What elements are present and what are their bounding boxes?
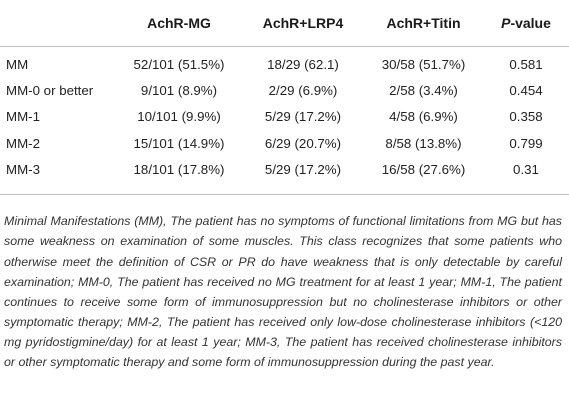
row-label: MM-0 or better [6, 83, 94, 99]
cell-p-value: 0.358 [509, 109, 543, 125]
table-header-row: AchR-MG AchR+LRP4 AchR+Titin P-value [0, 0, 569, 47]
cell-achr-titin: 8/58 (13.8%) [385, 135, 462, 151]
row-label: MM-1 [6, 109, 40, 125]
table-row: MM-3 18/101 (17.8%) 5/29 (17.2%) 16/58 (… [0, 157, 569, 185]
row-label: MM-2 [6, 135, 40, 151]
row-label: MM [6, 56, 29, 72]
table-row: MM-2 15/101 (14.9%) 6/29 (20.7%) 8/58 (1… [0, 130, 569, 156]
cell-achr-titin: 2/58 (3.4%) [389, 83, 458, 99]
header-p-value: P-value [483, 0, 569, 47]
cell-achr-lrp4: 5/29 (17.2%) [264, 162, 342, 178]
row-label: MM-3 [6, 162, 40, 178]
header-achr-mg: AchR-MG [147, 15, 211, 31]
cell-achr-lrp4: 6/29 (20.7%) [264, 135, 342, 151]
cell-achr-mg: 10/101 (9.9%) [137, 109, 221, 125]
cell-achr-lrp4: 5/29 (17.2%) [264, 109, 342, 125]
cell-achr-mg: 15/101 (14.9%) [133, 135, 225, 151]
table-row: MM 52/101 (51.5%) 18/29 (62.1) 30/58 (51… [0, 47, 569, 78]
cell-achr-mg: 52/101 (51.5%) [133, 56, 225, 72]
header-p-value-rest: -value [510, 15, 551, 31]
cell-achr-lrp4: 2/29 (6.9%) [268, 83, 338, 99]
header-empty [0, 0, 116, 47]
table-footnote: Minimal Manifestations (MM), The patient… [4, 214, 562, 370]
results-table: AchR-MG AchR+LRP4 AchR+Titin P-value MM … [0, 0, 569, 185]
cell-achr-titin: 4/58 (6.9%) [389, 109, 458, 125]
cell-p-value: 0.799 [509, 135, 543, 151]
cell-achr-mg: 9/101 (8.9%) [140, 83, 218, 99]
cell-achr-titin: 30/58 (51.7%) [381, 56, 466, 72]
cell-achr-mg: 18/101 (17.8%) [133, 162, 225, 178]
cell-p-value: 0.31 [513, 162, 539, 178]
cell-achr-lrp4: 18/29 (62.1) [267, 56, 339, 72]
cell-p-value: 0.454 [509, 83, 543, 99]
table-row: MM-0 or better 9/101 (8.9%) 2/29 (6.9%) … [0, 77, 569, 103]
table-row: MM-1 10/101 (9.9%) 5/29 (17.2%) 4/58 (6.… [0, 104, 569, 130]
header-achr-lrp4: AchR+LRP4 [262, 15, 344, 31]
header-achr-titin: AchR+Titin [386, 15, 461, 31]
cell-achr-titin: 16/58 (27.6%) [381, 162, 466, 178]
results-table-container: AchR-MG AchR+LRP4 AchR+Titin P-value MM … [0, 0, 569, 185]
table-bottom-rule [0, 194, 569, 195]
cell-p-value: 0.581 [509, 56, 543, 72]
header-p-value-italic: P [501, 15, 511, 31]
